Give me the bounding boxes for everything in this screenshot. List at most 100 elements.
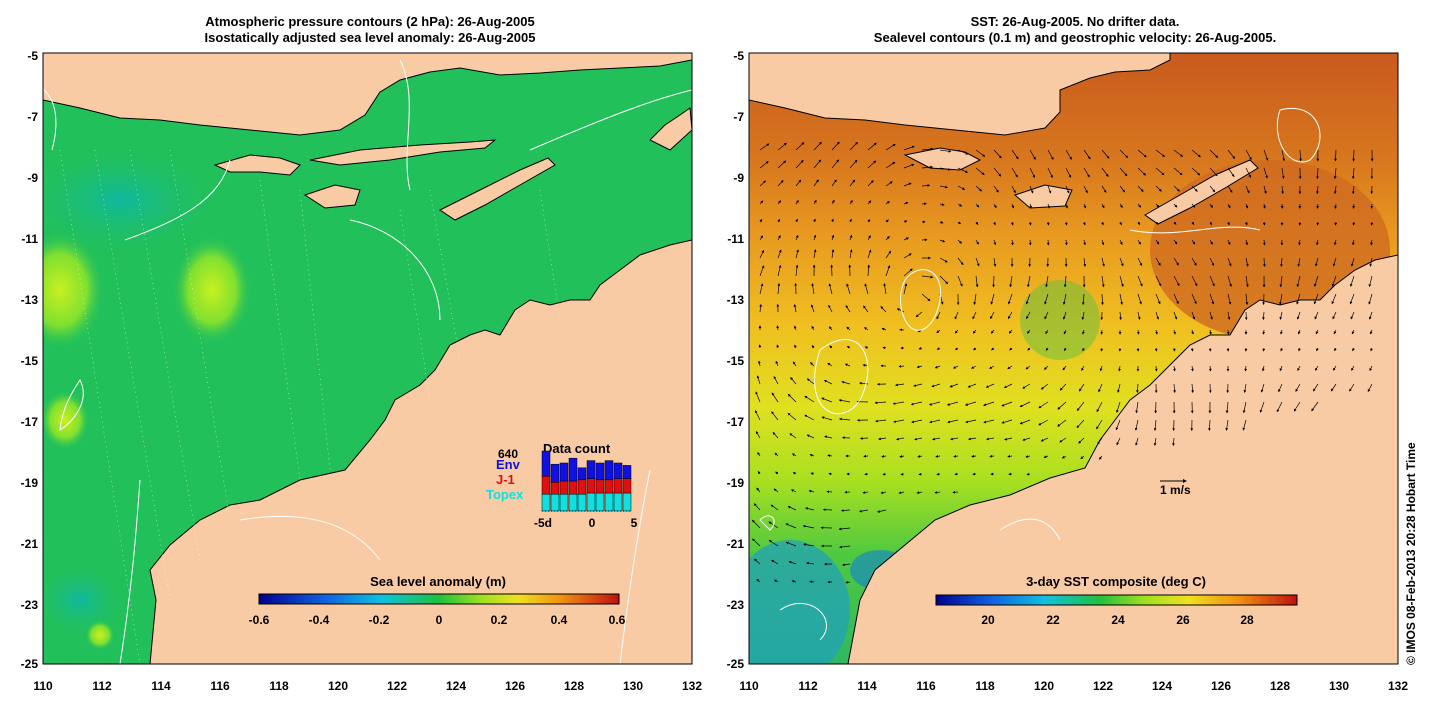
velocity-arrow (1116, 437, 1121, 446)
velocity-arrow (842, 563, 851, 567)
velocity-arrow (990, 311, 995, 320)
velocity-arrow (1038, 401, 1049, 409)
velocity-arrow (759, 303, 763, 313)
velocity-arrow (813, 159, 822, 169)
velocity-arrow (1098, 383, 1103, 393)
right-x-tick-7: 124 (1152, 679, 1172, 693)
velocity-arrow (1173, 221, 1177, 225)
velocity-arrow (756, 487, 761, 493)
velocity-arrow (804, 395, 815, 403)
velocity-arrow (759, 235, 763, 241)
velocity-arrow (1313, 383, 1319, 392)
velocity-arrow (1209, 275, 1215, 287)
velocity-arrow (896, 308, 905, 313)
velocity-arrow (1262, 257, 1266, 267)
velocity-arrow (952, 365, 959, 369)
velocity-arrow (775, 471, 779, 475)
velocity-arrow (885, 201, 890, 205)
velocity-arrow (811, 345, 815, 349)
velocity-arrow (1369, 365, 1373, 372)
velocity-arrow (1245, 257, 1249, 267)
velocity-arrow (1011, 149, 1019, 160)
velocity-arrow (823, 379, 833, 385)
velocity-arrow (846, 346, 851, 349)
velocity-arrow (986, 437, 995, 441)
velocity-arrow (972, 329, 977, 334)
velocity-arrow (1098, 455, 1103, 460)
left-x-tick-4: 118 (269, 679, 289, 693)
velocity-arrow (757, 471, 761, 475)
velocity-arrow (1078, 383, 1085, 392)
left-x-tick-7: 124 (446, 679, 466, 693)
left-x-tick-11: 132 (682, 679, 702, 693)
velocity-arrow (967, 383, 977, 388)
velocity-arrow (1226, 329, 1230, 335)
velocity-arrow (1350, 257, 1355, 267)
velocity-arrow (1227, 167, 1235, 178)
velocity-arrow (1333, 329, 1337, 335)
velocity-arrow (1209, 221, 1213, 226)
left-y-tick-7: -19 (21, 476, 39, 490)
velocity-arrow (831, 234, 835, 241)
data-count-bar-topex (622, 492, 632, 512)
velocity-arrow (1244, 221, 1248, 226)
data-count-inset: Data count 640 Env J-1 Topex -5d 0 5 (486, 441, 638, 530)
velocity-arrow (1260, 383, 1265, 393)
right-x-tick-11: 132 (1388, 679, 1408, 693)
velocity-arrow (771, 392, 779, 403)
velocity-arrow (1296, 293, 1301, 305)
velocity-arrow (917, 455, 923, 458)
velocity-arrow (1334, 221, 1338, 226)
right-x-tick-2: 114 (857, 679, 877, 693)
sst-cb-tick-2: 24 (1111, 613, 1125, 627)
velocity-arrow (903, 201, 909, 205)
velocity-arrow (777, 282, 781, 295)
velocity-arrow (1334, 149, 1337, 162)
velocity-arrow (1119, 239, 1123, 246)
velocity-arrow (918, 472, 923, 476)
data-count-x-tick-0: -5d (534, 516, 552, 530)
data-count-bar-env (577, 467, 587, 481)
velocity-arrow (1227, 221, 1230, 226)
velocity-arrow (1029, 185, 1034, 194)
velocity-arrow (939, 149, 952, 153)
velocity-arrow (1191, 365, 1194, 372)
velocity-arrow (881, 327, 887, 331)
velocity-arrow (885, 235, 890, 241)
velocity-arrow (1022, 383, 1031, 389)
right-x-tick-0: 110 (739, 679, 759, 693)
velocity-arrow (1155, 293, 1161, 305)
velocity-arrow (1011, 203, 1015, 209)
velocity-arrow (794, 344, 797, 349)
velocity-arrow (1155, 311, 1159, 320)
velocity-arrow (1227, 293, 1232, 305)
velocity-arrow (771, 559, 779, 565)
data-count-bars (541, 450, 632, 512)
velocity-arrow (1333, 365, 1337, 371)
velocity-arrow (903, 283, 908, 295)
right-map-frame (748, 52, 1399, 665)
velocity-arrow (1352, 203, 1356, 209)
velocity-arrow (772, 431, 779, 439)
velocity-arrow (759, 143, 770, 151)
sealevel-contours (759, 107, 1321, 641)
velocity-arrow (1057, 419, 1067, 427)
velocity-arrow (1009, 347, 1013, 351)
velocity-arrow (751, 519, 761, 529)
velocity-arrow (806, 378, 815, 385)
velocity-arrow (1137, 293, 1142, 305)
velocity-arrow (903, 253, 912, 259)
left-x-tick-6: 122 (387, 679, 407, 693)
velocity-arrow (957, 257, 964, 266)
velocity-arrow (777, 218, 781, 223)
velocity-arrow (1227, 239, 1231, 246)
sst-colorbar: 3-day SST composite (deg C) 20 22 24 26 … (935, 574, 1298, 627)
data-count-bar-j1 (622, 478, 632, 494)
australia-landmass-sst (847, 254, 1398, 664)
australia-landmass (149, 239, 692, 664)
velocity-arrow (1135, 437, 1139, 446)
velocity-arrow (806, 561, 815, 565)
velocity-arrow (755, 431, 761, 439)
velocity-arrow (1173, 257, 1179, 266)
velocity-arrow (776, 344, 780, 349)
